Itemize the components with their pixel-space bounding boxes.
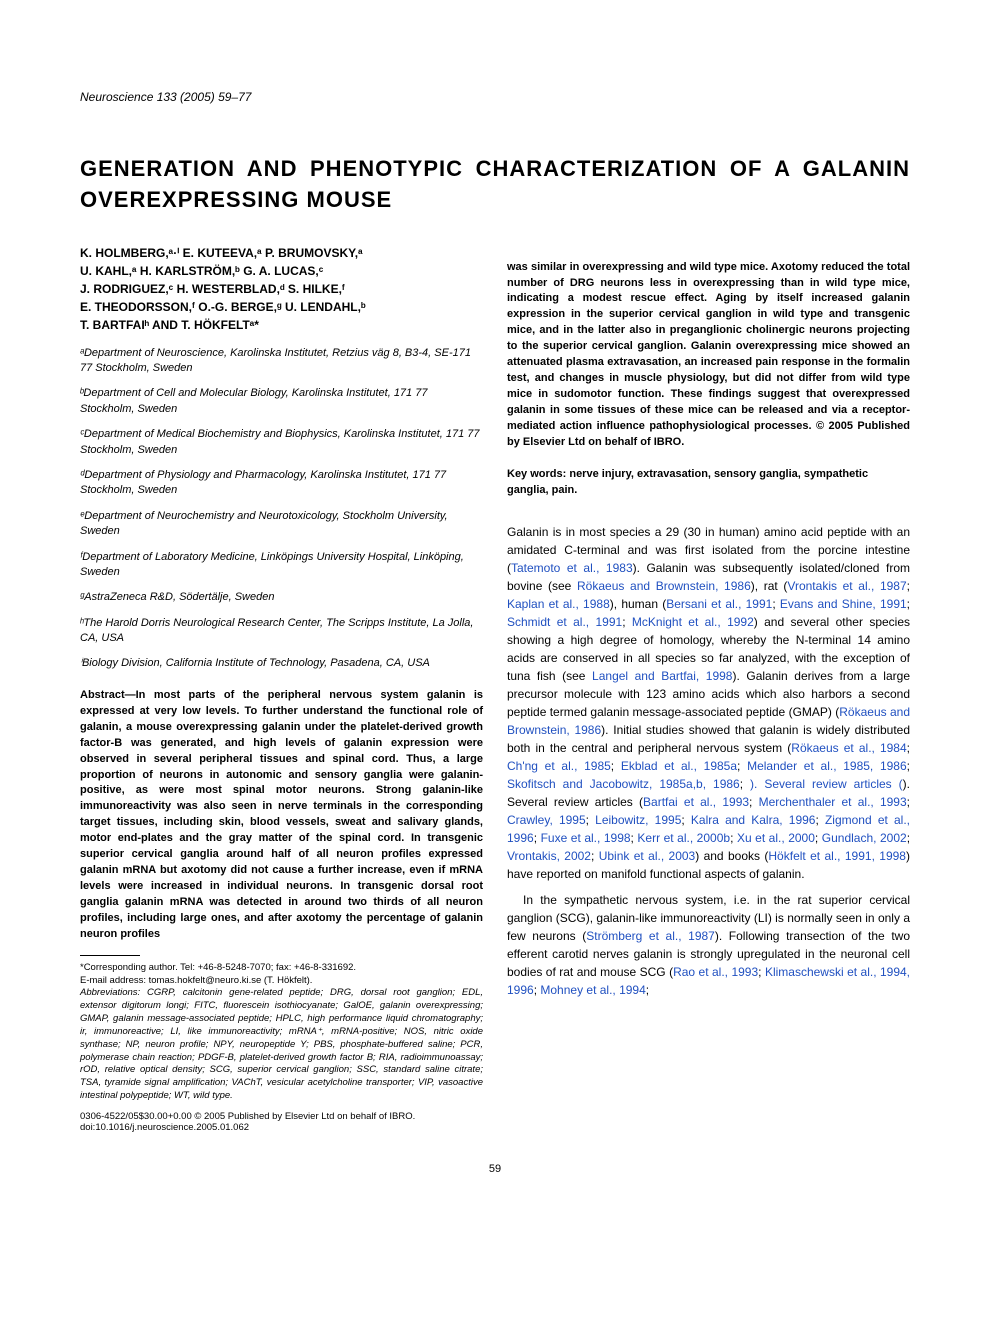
body-text: ; [907, 597, 910, 611]
authors-line: K. HOLMBERG,ᵃ·ⁱ E. KUTEEVA,ᵃ P. BRUMOVSK… [80, 244, 483, 262]
body-text: ; [907, 741, 910, 755]
reference-link[interactable]: Ekblad et al., 1985a [621, 759, 737, 773]
body-text: ; [907, 831, 910, 845]
affiliation: ᶠDepartment of Laboratory Medicine, Link… [80, 550, 483, 581]
reference-link[interactable]: Vrontakis et al., 1987 [787, 579, 906, 593]
reference-link[interactable]: Hökfelt et al., 1991, 1998 [768, 849, 906, 863]
reference-link[interactable]: Melander et al., 1985, 1986 [747, 759, 907, 773]
body-text: ; [534, 831, 541, 845]
reference-link[interactable]: Rökaeus et al., 1984 [791, 741, 906, 755]
article-title: GENERATION AND PHENOTYPIC CHARACTERIZATI… [80, 154, 910, 216]
abstract-right: was similar in overexpressing and wild t… [507, 260, 910, 451]
reference-link[interactable]: Rao et al., 1993 [673, 965, 758, 979]
body-text: ; [737, 759, 747, 773]
body-text: ; [681, 813, 691, 827]
reference-link[interactable]: McKnight et al., 1992 [632, 615, 754, 629]
corresponding-author: *Corresponding author. Tel: +46-8-5248-7… [80, 962, 483, 975]
affiliation: ʰThe Harold Dorris Neurological Research… [80, 616, 483, 647]
reference-link[interactable]: Langel and Bartfai, 1998 [592, 669, 732, 683]
body-text: ; [611, 759, 621, 773]
body-text: ) and books ( [695, 849, 768, 863]
authors-line: U. KAHL,ᵃ H. KARLSTRÖM,ᵇ G. A. LUCAS,ᶜ [80, 262, 483, 280]
reference-link[interactable]: Mohney et al., 1994 [540, 983, 645, 997]
reference-link[interactable]: Tatemoto et al., 1983 [511, 561, 633, 575]
reference-link[interactable]: Kalra and Kalra, 1996 [691, 813, 816, 827]
body-text: ; [646, 983, 649, 997]
reference-link[interactable]: Skofitsch and Jacobowitz, 1985a,b, 1986 [507, 777, 740, 791]
right-column: was similar in overexpressing and wild t… [507, 244, 910, 1133]
authors-block: K. HOLMBERG,ᵃ·ⁱ E. KUTEEVA,ᵃ P. BRUMOVSK… [80, 244, 483, 334]
reference-link[interactable]: Merchenthaler et al., 1993 [759, 795, 907, 809]
reference-link[interactable]: Bartfai et al., 1993 [643, 795, 749, 809]
affiliation: ⁱBiology Division, California Institute … [80, 656, 483, 671]
affiliation: ᵇDepartment of Cell and Molecular Biolog… [80, 386, 483, 417]
body-text: ; [772, 597, 780, 611]
reference-link[interactable]: Gundlach, 2002 [822, 831, 907, 845]
reference-link[interactable]: Leibowitz, 1995 [595, 813, 681, 827]
body-text: ; [730, 831, 737, 845]
body-text: ; [740, 777, 750, 791]
abbreviations-text: Abbreviations: CGRP, calcitonin gene-rel… [80, 987, 483, 1101]
journal-header: Neuroscience 133 (2005) 59–77 [80, 90, 910, 104]
reference-link[interactable]: Kaplan et al., 1988 [507, 597, 610, 611]
footnote-separator [80, 955, 140, 956]
reference-link[interactable]: Crawley, 1995 [507, 813, 586, 827]
reference-link[interactable]: ). Several review articles ( [750, 777, 903, 791]
body-text: ), human ( [610, 597, 666, 611]
reference-link[interactable]: Fuxe et al., 1998 [541, 831, 631, 845]
reference-link[interactable]: Xu et al., 2000 [737, 831, 815, 845]
body-text: ; [815, 813, 825, 827]
email-address: E-mail address: tomas.hokfelt@neuro.ki.s… [80, 975, 483, 988]
affiliation: ᵃDepartment of Neuroscience, Karolinska … [80, 346, 483, 377]
body-text: ; [815, 831, 822, 845]
reference-link[interactable]: Vrontakis, 2002 [507, 849, 591, 863]
two-column-layout: K. HOLMBERG,ᵃ·ⁱ E. KUTEEVA,ᵃ P. BRUMOVSK… [80, 244, 910, 1133]
body-text: ; [622, 615, 632, 629]
left-column: K. HOLMBERG,ᵃ·ⁱ E. KUTEEVA,ᵃ P. BRUMOVSK… [80, 244, 483, 1133]
copyright-line: 0306-4522/05$30.00+0.00 © 2005 Published… [80, 1111, 483, 1133]
keywords: Key words: nerve injury, extravasation, … [507, 467, 910, 499]
reference-link[interactable]: Rökaeus and Brownstein, 1986 [577, 579, 751, 593]
body-paragraph-1: Galanin is in most species a 29 (30 in h… [507, 523, 910, 883]
page-number: 59 [80, 1163, 910, 1175]
authors-line: E. THEODORSSON,ᶠ O.-G. BERGE,ᵍ U. LENDAH… [80, 298, 483, 316]
reference-link[interactable]: Kerr et al., 2000b [637, 831, 730, 845]
reference-link[interactable]: Bersani et al., 1991 [666, 597, 772, 611]
reference-link[interactable]: Schmidt et al., 1991 [507, 615, 622, 629]
body-text: ; [907, 579, 910, 593]
body-text: ; [907, 759, 910, 773]
body-text: ; [749, 795, 759, 809]
authors-line: T. BARTFAIʰ AND T. HÖKFELTᵃ* [80, 316, 483, 334]
affiliation: ᶜDepartment of Medical Biochemistry and … [80, 427, 483, 458]
abstract-left: Abstract—In most parts of the peripheral… [80, 688, 483, 943]
body-text: ; [586, 813, 596, 827]
abbreviations: Abbreviations: CGRP, calcitonin gene-rel… [80, 987, 483, 1102]
body-text: ; [907, 795, 910, 809]
reference-link[interactable]: Ch'ng et al., 1985 [507, 759, 611, 773]
body-paragraph-2: In the sympathetic nervous system, i.e. … [507, 891, 910, 999]
reference-link[interactable]: Evans and Shine, 1991 [780, 597, 907, 611]
body-text: ; [591, 849, 599, 863]
body-text: ), rat ( [751, 579, 788, 593]
affiliation: ᵈDepartment of Physiology and Pharmacolo… [80, 468, 483, 499]
affiliation: ᵉDepartment of Neurochemistry and Neurot… [80, 509, 483, 540]
affiliation: ᵍAstraZeneca R&D, Södertälje, Sweden [80, 590, 483, 605]
body-text: ; [758, 965, 765, 979]
authors-line: J. RODRIGUEZ,ᶜ H. WESTERBLAD,ᵈ S. HILKE,… [80, 280, 483, 298]
reference-link[interactable]: Strömberg et al., 1987 [586, 929, 715, 943]
reference-link[interactable]: Ubink et al., 2003 [599, 849, 696, 863]
